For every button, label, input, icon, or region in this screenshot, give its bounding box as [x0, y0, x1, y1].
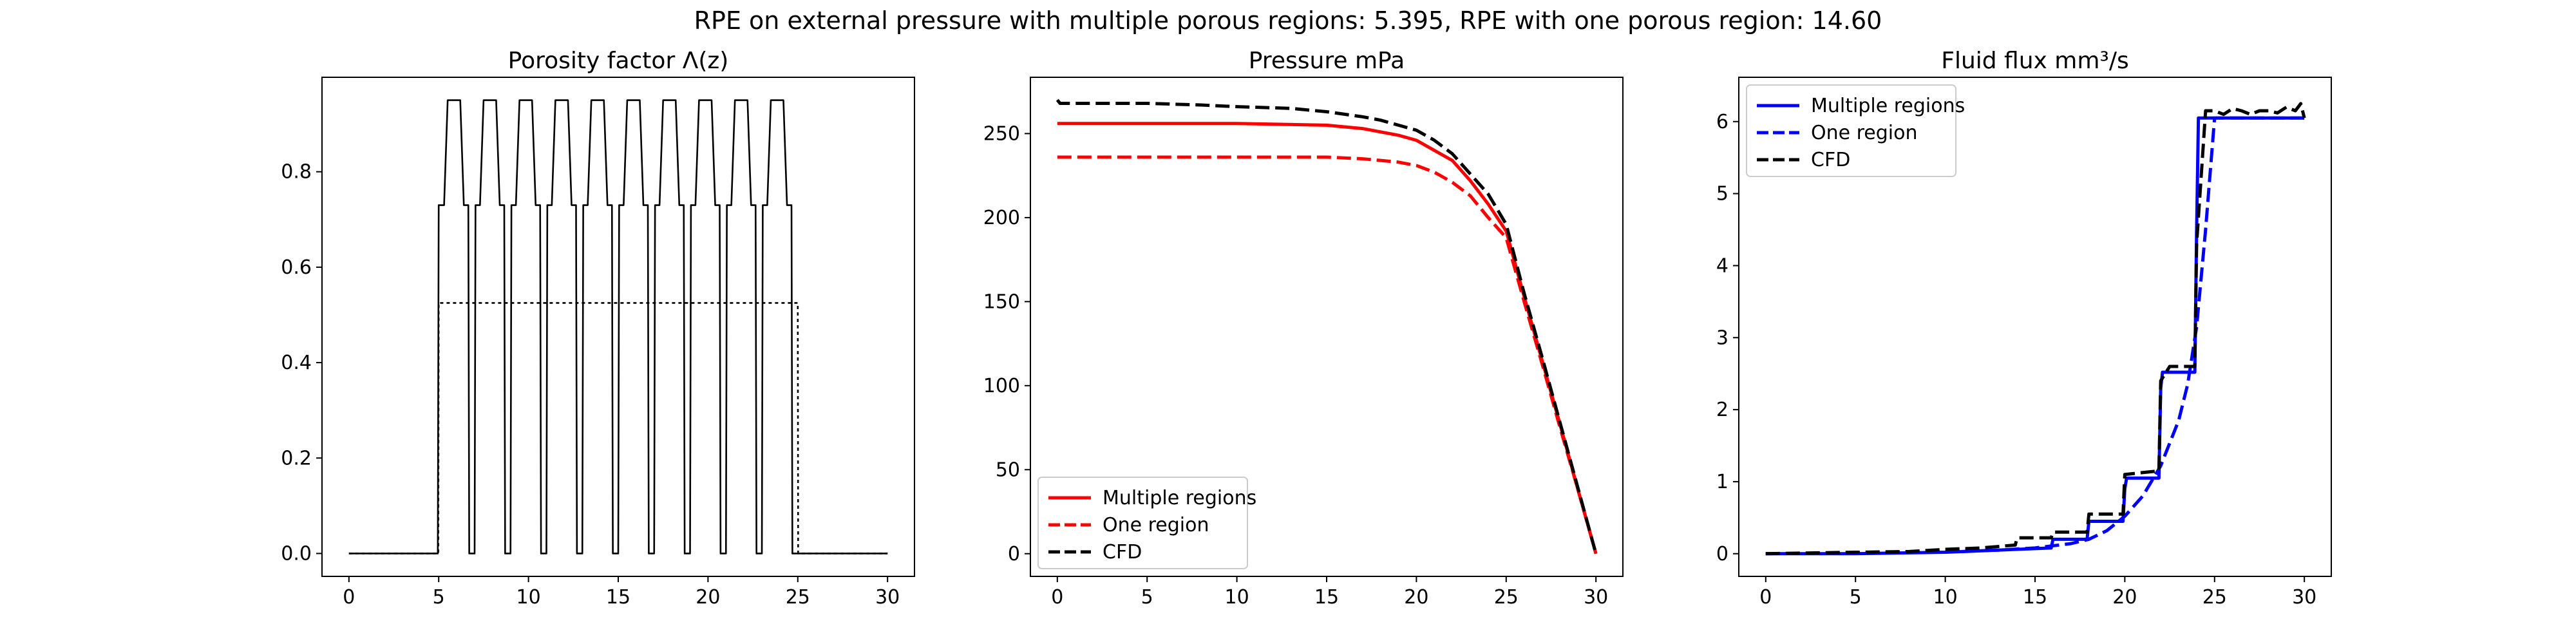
x-tick-label: 10 [516, 586, 541, 609]
chart-panel-1: Porosity factor Λ(z) 0 5 10 15 20 25 30 0.0 0.2 0.… [281, 48, 915, 609]
chart-panel-2: Pressure mPa 0 5 10 15 20 25 30 0 50 100 150 200 250 M… [983, 48, 1624, 609]
y-tick-label: 100 [983, 375, 1020, 397]
legend-label: CFD [1103, 541, 1142, 564]
y-tick-label: 2 [1716, 399, 1728, 421]
x-tick-label: 0 [343, 586, 355, 609]
y-tick-label: 250 [983, 122, 1020, 145]
x-tick-label: 0 [1759, 586, 1772, 609]
chart-title: Pressure mPa [1249, 48, 1405, 74]
y-tick-label: 5 [1716, 183, 1728, 205]
x-tick-label: 10 [1225, 586, 1249, 609]
y-tick-label: 3 [1716, 327, 1728, 349]
x-tick-label: 5 [1850, 586, 1862, 609]
legend: Multiple regions One region CFD [1037, 477, 1256, 569]
series-cfd-line [1765, 102, 2306, 556]
chart-title: Porosity factor Λ(z) [508, 48, 729, 74]
y-tick-label: 0 [1716, 543, 1728, 565]
legend-box [1037, 477, 1248, 569]
legend-label: Multiple regions [1811, 95, 1965, 117]
y-tick-label: 0.0 [281, 542, 312, 565]
x-tick-label: 15 [606, 586, 630, 609]
y-tick-label: 50 [996, 459, 1020, 481]
x-tick-label: 25 [1494, 586, 1519, 609]
legend: Multiple regions One region CFD [1746, 84, 1965, 177]
x-tick-label: 5 [1141, 586, 1153, 609]
x-tick-label: 30 [875, 586, 900, 609]
x-tick-label: 20 [2112, 586, 2137, 609]
y-tick-label: 200 [983, 207, 1020, 229]
y-tick-label: 1 [1716, 471, 1728, 493]
series-multiple-regions-line [1765, 116, 2305, 556]
y-tick-label: 0.2 [281, 447, 312, 469]
x-tick-label: 5 [433, 586, 445, 609]
series-one-region-line [1057, 155, 1598, 554]
x-tick-label: 30 [1584, 586, 1608, 609]
legend-box [1746, 84, 1956, 177]
chart-title: Fluid flux mm³/s [1941, 48, 2129, 74]
x-tick-label: 0 [1051, 586, 1063, 609]
series-1-line [348, 99, 888, 554]
legend-label: Multiple regions [1103, 487, 1256, 509]
x-tick-label: 30 [2292, 586, 2316, 609]
x-tick-label: 15 [2023, 586, 2047, 609]
plot-frame [1030, 77, 1624, 577]
figure-title: RPE on external pressure with multiple p… [694, 6, 1882, 35]
y-tick-label: 0 [1008, 543, 1020, 565]
x-tick-label: 10 [1933, 586, 1958, 609]
plot-frame [321, 77, 915, 577]
legend-label: One region [1103, 514, 1209, 536]
x-tick-label: 25 [2202, 586, 2227, 609]
x-tick-label: 20 [1404, 586, 1428, 609]
series-cfd-line [1056, 99, 1598, 554]
plot-frame [1738, 77, 2332, 577]
x-tick-label: 20 [696, 586, 720, 609]
x-tick-label: 15 [1314, 586, 1339, 609]
legend-label: One region [1811, 122, 1918, 144]
y-tick-label: 4 [1716, 254, 1728, 277]
y-tick-label: 0.8 [281, 161, 312, 184]
y-tick-label: 0.4 [281, 352, 312, 374]
x-tick-label: 25 [786, 586, 810, 609]
y-tick-label: 150 [983, 290, 1020, 313]
y-tick-label: 6 [1716, 111, 1728, 133]
chart-panel-3: Fluid flux mm³/s 0 5 10 15 20 25 30 0 1 2 3 4 5 6 Multi… [1716, 48, 2332, 609]
legend-label: CFD [1811, 149, 1850, 171]
y-tick-label: 0.6 [281, 256, 312, 279]
series-one-region-line [1765, 116, 2305, 556]
